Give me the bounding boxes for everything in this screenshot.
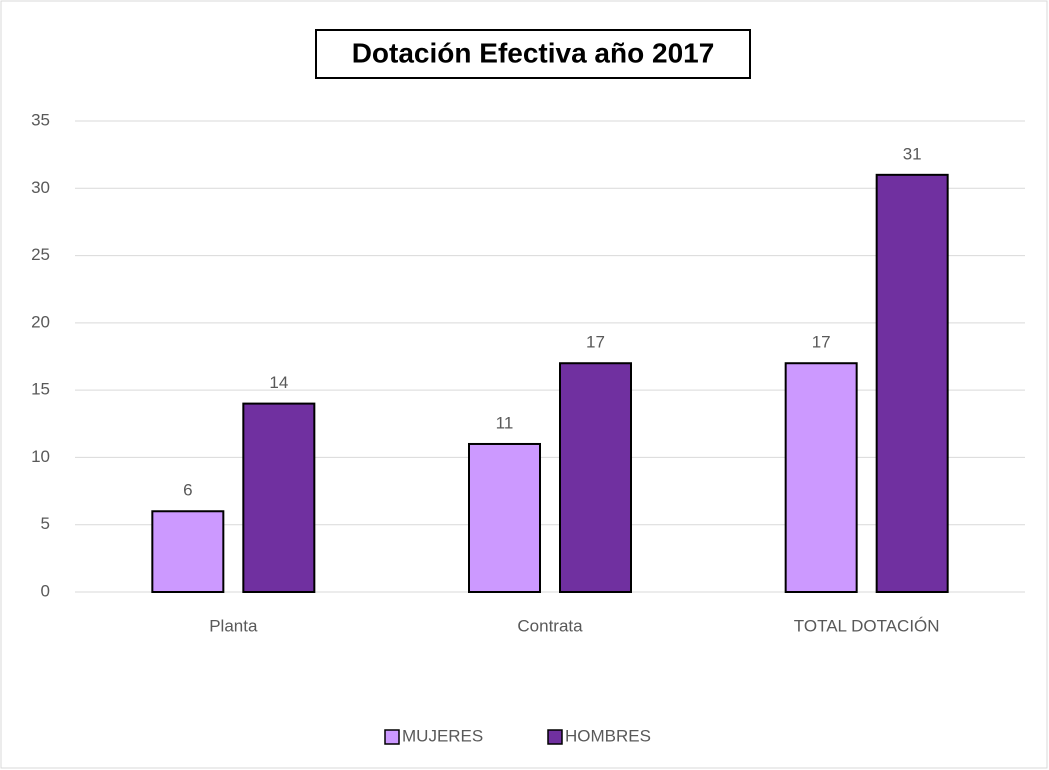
bar (468, 442, 541, 593)
x-tick-label: Contrata (517, 616, 583, 635)
data-label: 14 (269, 373, 288, 392)
data-label: 17 (586, 333, 605, 352)
bar (875, 173, 949, 593)
y-tick-label: 25 (31, 245, 50, 264)
y-tick-label: 0 (41, 581, 50, 600)
data-label: 31 (903, 144, 922, 163)
x-tick-label: TOTAL DOTACIÓN (794, 616, 940, 635)
x-tick-label: Planta (209, 616, 258, 635)
legend-label: HOMBRES (565, 726, 651, 745)
y-tick-label: 30 (31, 178, 50, 197)
bar (784, 362, 858, 593)
bar (559, 362, 632, 593)
y-tick-label: 15 (31, 380, 50, 399)
bar (151, 510, 225, 593)
chart-title: Dotación Efectiva año 2017 (352, 37, 715, 68)
y-tick-label: 5 (41, 514, 50, 533)
title-box (315, 29, 751, 79)
legend-label: MUJERES (402, 726, 483, 745)
y-tick-label: 35 (31, 110, 50, 129)
y-tick-label: 20 (31, 312, 50, 331)
data-label: 17 (812, 333, 831, 352)
data-label: 11 (496, 413, 514, 432)
legend-swatch (384, 729, 400, 745)
legend-swatch (547, 729, 563, 745)
data-label: 6 (183, 481, 192, 500)
y-tick-label: 10 (31, 447, 50, 466)
bar (242, 402, 316, 593)
